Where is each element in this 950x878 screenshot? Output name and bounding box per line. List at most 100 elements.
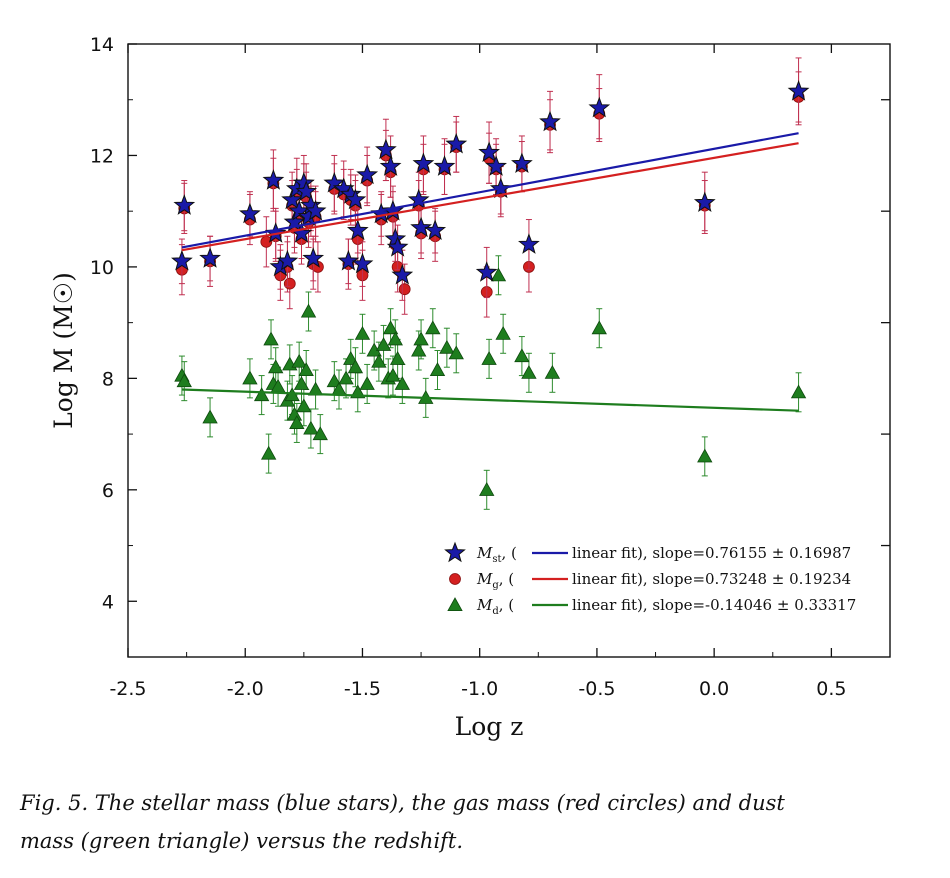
data-point-M_d [202, 409, 218, 424]
data-point-M_d [448, 345, 464, 360]
data-point-M_d [338, 370, 354, 385]
legend-entry-M_st: Mst, ( linear fit), slope=0.76155 ± 0.169… [444, 541, 851, 565]
data-point-M_st [323, 171, 346, 193]
data-point-M_d [544, 364, 561, 379]
data-point-M_st [344, 188, 367, 210]
x-tick-label: -1.0 [461, 678, 498, 700]
data-point-M_st [356, 163, 379, 185]
legend-marker [449, 573, 461, 585]
y-axis-title: Log M (M☉) [49, 272, 78, 429]
x-tick-label: 0.5 [816, 678, 846, 700]
legend-series-label: Mst, ( [476, 544, 517, 565]
data-point-M_d [303, 420, 319, 435]
caption-line-2: mass (green triangle) versus the redshif… [20, 829, 464, 853]
caption-line-1: Fig. 5. The stellar mass (blue stars), t… [20, 791, 785, 815]
data-point-M_d [385, 367, 401, 382]
data-point-M_d [481, 351, 497, 365]
data-point-M_d [375, 337, 392, 351]
y-tick-label: 14 [90, 34, 114, 56]
data-point-M_d [389, 351, 406, 365]
data-point-M_st [391, 263, 414, 285]
data-point-M_d [312, 426, 328, 441]
data-point-M_d [296, 398, 312, 413]
data-point-M_st [445, 132, 468, 154]
data-point-M_d [425, 320, 441, 335]
data-point-M_st [173, 194, 196, 215]
plot-area [171, 57, 810, 510]
legend-fit-label: linear fit), slope=0.76155 ± 0.16987 [572, 544, 851, 562]
data-point-M_st [410, 216, 432, 238]
legend-fit-label: linear fit), slope=-0.14046 ± 0.33317 [572, 596, 856, 614]
data-point-M_d [293, 376, 310, 390]
figure-caption: Fig. 5. The stellar mass (blue stars), t… [20, 784, 935, 860]
data-point-M_d [343, 351, 359, 365]
legend-entry-M_g: Mg, ( linear fit), slope=0.73248 ± 0.1923… [449, 570, 851, 591]
data-point-M_g [398, 283, 411, 296]
legend-fit-label: linear fit), slope=0.73248 ± 0.19234 [572, 570, 851, 588]
x-tick-label: -1.5 [344, 678, 381, 700]
data-point-M_st [276, 249, 299, 271]
x-axis-title: Log z [455, 712, 524, 741]
data-point-M_st [351, 252, 374, 274]
data-point-M_st [281, 188, 303, 210]
data-point-M_st [433, 155, 456, 176]
data-point-M_d [354, 325, 371, 340]
data-point-M_d [394, 376, 410, 390]
x-tick-label: -0.5 [578, 678, 615, 700]
data-point-M_d [268, 359, 284, 374]
fit-line-M_d [181, 388, 799, 412]
data-point-M_d [521, 364, 537, 379]
legend-marker [447, 597, 463, 611]
data-point-M_st [346, 219, 369, 240]
legend-series-label: Md, ( [476, 596, 514, 617]
data-point-M_st [239, 202, 261, 224]
fit-line-M_st [181, 132, 799, 249]
data-point-M_st [478, 141, 500, 162]
data-point-M_st [295, 180, 318, 201]
data-point-M_d [387, 331, 403, 346]
data-point-M_d [291, 353, 307, 368]
data-point-M_d [260, 445, 277, 460]
data-point-M_st [412, 152, 435, 174]
data-point-M_d [495, 325, 511, 340]
data-point-M_d [359, 376, 375, 390]
data-point-M_d [382, 320, 399, 335]
data-point-M_st [424, 219, 447, 240]
data-point-M_st [588, 96, 611, 118]
y-tick-label: 4 [102, 591, 114, 613]
series-M_d [174, 255, 807, 510]
legend-marker [444, 541, 466, 563]
data-point-M_d [253, 387, 270, 402]
data-point-M_st [171, 249, 193, 271]
data-point-M_d [697, 448, 713, 463]
y-tick-label: 10 [90, 257, 114, 279]
data-point-M_st [693, 191, 716, 213]
data-point-M_st [518, 233, 540, 254]
y-tick-label: 8 [102, 368, 114, 390]
data-point-M_st [262, 169, 285, 190]
data-point-M_st [511, 152, 533, 174]
data-point-M_st [375, 138, 397, 160]
data-point-M_d [300, 303, 317, 318]
data-point-M_d [439, 339, 455, 354]
data-point-M_d [429, 362, 446, 377]
data-point-M_st [386, 235, 409, 257]
x-tick-label: -2.0 [227, 678, 264, 700]
data-point-M_st [787, 79, 810, 101]
x-tick-label: 0.0 [699, 678, 729, 700]
data-point-M_d [591, 320, 607, 335]
data-point-M_st [539, 110, 561, 132]
data-point-M_d [479, 481, 495, 496]
data-point-M_d [176, 373, 192, 388]
data-point-M_d [298, 362, 314, 377]
y-tick-label: 12 [90, 145, 114, 167]
data-point-M_d [326, 373, 343, 388]
data-point-M_st [337, 249, 360, 271]
data-point-M_d [242, 370, 258, 385]
data-point-M_d [347, 359, 364, 374]
x-tick-label: -2.5 [109, 678, 146, 700]
legend-series-label: Mg, ( [476, 570, 514, 591]
data-point-M_d [413, 331, 429, 346]
data-point-M_d [790, 384, 807, 399]
series-M_g [176, 71, 805, 318]
